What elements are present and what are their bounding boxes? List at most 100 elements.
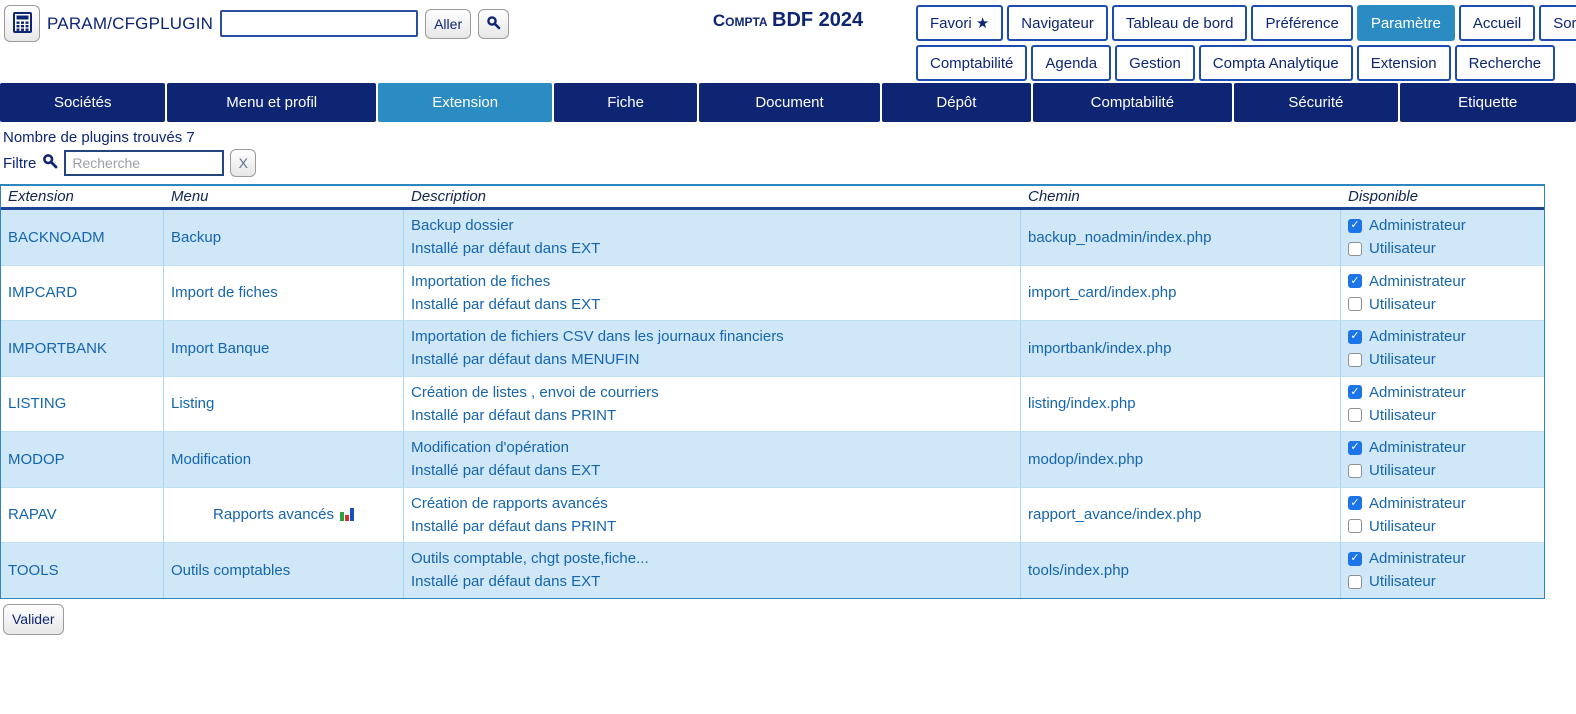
administrateur-checkbox[interactable] xyxy=(1348,218,1362,233)
administrateur-checkbox[interactable] xyxy=(1348,551,1362,566)
disponible-cell: Administrateur Utilisateur xyxy=(1341,266,1544,321)
app-title-prefix: Compta xyxy=(712,11,768,30)
menu-button-navigateur[interactable]: Navigateur xyxy=(1007,5,1108,41)
administrateur-checkbox[interactable] xyxy=(1348,385,1362,400)
bar-chart-icon xyxy=(339,508,354,522)
table-row: BACKNOADM Backup Backup dossier Installé… xyxy=(1,210,1544,266)
tab-depot[interactable]: Dépôt xyxy=(882,83,1031,122)
description-cell: Création de listes , envoi de courriers … xyxy=(404,376,1021,431)
menu-cell: Backup xyxy=(164,210,404,265)
titlebar: PARAM/CFGPLUGIN Aller Compta BDF 2024 Fa… xyxy=(0,0,1576,82)
disponible-cell: Administrateur Utilisateur xyxy=(1341,377,1544,432)
menu-button-compta-analytique[interactable]: Compta Analytique xyxy=(1198,45,1353,81)
clear-filter-button[interactable]: X xyxy=(230,149,257,177)
administrateur-checkbox[interactable] xyxy=(1348,329,1362,344)
chemin-cell: import_card/index.php xyxy=(1021,265,1341,320)
disponible-cell: Administrateur Utilisateur xyxy=(1341,488,1544,543)
utilisateur-checkbox[interactable] xyxy=(1348,352,1362,367)
valider-button[interactable]: Valider xyxy=(3,603,64,635)
tab-extension[interactable]: Extension xyxy=(377,83,553,122)
module-code: PARAM/CFGPLUGIN xyxy=(47,13,214,33)
menu-cell: Listing xyxy=(164,376,404,431)
apps-grid-button[interactable] xyxy=(4,5,40,42)
menu-button-parametre[interactable]: Paramètre xyxy=(1356,5,1455,41)
extension-cell: BACKNOADM xyxy=(1,210,164,265)
tab-securite[interactable]: Sécurité xyxy=(1234,83,1398,122)
disponible-cell: Administrateur Utilisateur xyxy=(1341,543,1544,598)
menu-cell: Import de fiches xyxy=(164,265,404,320)
menu-button-extension[interactable]: Extension xyxy=(1356,45,1451,81)
tab-societes[interactable]: Sociétés xyxy=(0,83,166,122)
description-cell: Importation de fichiers CSV dans les jou… xyxy=(404,321,1021,376)
menu-row-2: Comptabilité Agenda Gestion Compta Analy… xyxy=(916,45,1576,81)
extension-cell: LISTING xyxy=(1,376,164,431)
chemin-cell: modop/index.php xyxy=(1021,432,1341,487)
header-chemin: Chemin xyxy=(1028,188,1080,205)
section-tabbar: Sociétés Menu et profil Extension Fiche … xyxy=(0,83,1576,122)
tab-etiquette[interactable]: Etiquette xyxy=(1399,83,1576,122)
utilisateur-checkbox[interactable] xyxy=(1348,297,1362,312)
menu-button-comptabilite[interactable]: Comptabilité xyxy=(916,45,1028,81)
header-description: Description xyxy=(411,188,487,205)
command-input[interactable] xyxy=(220,10,419,37)
menu-button-tableau-de-bord[interactable]: Tableau de bord xyxy=(1111,5,1248,41)
menu-row-1: Favori ★ Navigateur Tableau de bord Préf… xyxy=(916,5,1576,41)
table-header-row: Extension Menu Description Chemin Dispon… xyxy=(1,186,1544,210)
table-row: IMPCARD Import de fiches Importation de … xyxy=(1,265,1544,321)
description-cell: Création de rapports avancés Installé pa… xyxy=(404,487,1021,542)
extension-cell: TOOLS xyxy=(1,543,164,598)
go-button[interactable]: Aller xyxy=(425,8,472,39)
app-title-main: BDF 2024 xyxy=(772,9,864,31)
titlebar-left: PARAM/CFGPLUGIN Aller xyxy=(4,5,510,42)
menu-button-gestion[interactable]: Gestion xyxy=(1115,45,1195,81)
table-row: IMPORTBANK Import Banque Importation de … xyxy=(1,321,1544,377)
filter-row: Filtre X xyxy=(3,149,1576,177)
extension-cell: IMPORTBANK xyxy=(1,321,164,376)
header-disponible: Disponible xyxy=(1348,188,1419,205)
chemin-cell: rapport_avance/index.php xyxy=(1021,487,1341,542)
chemin-cell: listing/index.php xyxy=(1021,376,1341,431)
magnifier-icon xyxy=(42,153,58,174)
tab-menu-et-profil[interactable]: Menu et profil xyxy=(167,83,376,122)
utilisateur-checkbox[interactable] xyxy=(1348,408,1362,423)
table-row: MODOP Modification Modification d'opérat… xyxy=(1,432,1544,488)
menu-button-agenda[interactable]: Agenda xyxy=(1031,45,1112,81)
filter-label: Filtre xyxy=(3,154,37,172)
magnifier-icon xyxy=(486,15,501,33)
utilisateur-checkbox[interactable] xyxy=(1348,463,1362,478)
utilisateur-checkbox[interactable] xyxy=(1348,519,1362,534)
tab-fiche[interactable]: Fiche xyxy=(554,83,697,122)
administrateur-checkbox[interactable] xyxy=(1348,274,1362,289)
table-row: LISTING Listing Création de listes , env… xyxy=(1,376,1544,432)
menu-cell: Import Banque xyxy=(164,321,404,376)
description-cell: Backup dossier Installé par défaut dans … xyxy=(404,210,1021,265)
app-title: Compta BDF 2024 xyxy=(713,9,863,32)
plugins-table: Extension Menu Description Chemin Dispon… xyxy=(0,184,1545,599)
tab-comptabilite[interactable]: Comptabilité xyxy=(1032,83,1233,122)
chemin-cell: tools/index.php xyxy=(1021,543,1341,598)
utilisateur-checkbox[interactable] xyxy=(1348,574,1362,589)
disponible-cell: Administrateur Utilisateur xyxy=(1341,321,1544,376)
disponible-cell: Administrateur Utilisateur xyxy=(1341,432,1544,487)
menu-button-favori[interactable]: Favori ★ xyxy=(916,5,1004,41)
chemin-cell: importbank/index.php xyxy=(1021,321,1341,376)
header-extension: Extension xyxy=(8,188,74,205)
search-button[interactable] xyxy=(478,8,510,39)
titlebar-menu: Favori ★ Navigateur Tableau de bord Préf… xyxy=(916,5,1576,85)
menu-cell: Modification xyxy=(164,432,404,487)
tab-document[interactable]: Document xyxy=(698,83,881,122)
administrateur-checkbox[interactable] xyxy=(1348,496,1362,511)
menu-button-sortie[interactable]: Sortie xyxy=(1539,5,1576,41)
menu-button-accueil[interactable]: Accueil xyxy=(1458,5,1536,41)
menu-button-preference[interactable]: Préférence xyxy=(1251,5,1353,41)
utilisateur-checkbox[interactable] xyxy=(1348,241,1362,256)
description-cell: Modification d'opération Installé par dé… xyxy=(404,432,1021,487)
description-cell: Importation de fiches Installé par défau… xyxy=(404,265,1021,320)
table-row: TOOLS Outils comptables Outils comptable… xyxy=(1,543,1544,598)
menu-button-recherche[interactable]: Recherche xyxy=(1454,45,1556,81)
menu-cell: Outils comptables xyxy=(164,543,404,598)
extension-cell: MODOP xyxy=(1,432,164,487)
administrateur-checkbox[interactable] xyxy=(1348,440,1362,455)
filter-input[interactable] xyxy=(64,150,225,176)
disponible-cell: Administrateur Utilisateur xyxy=(1341,210,1544,265)
